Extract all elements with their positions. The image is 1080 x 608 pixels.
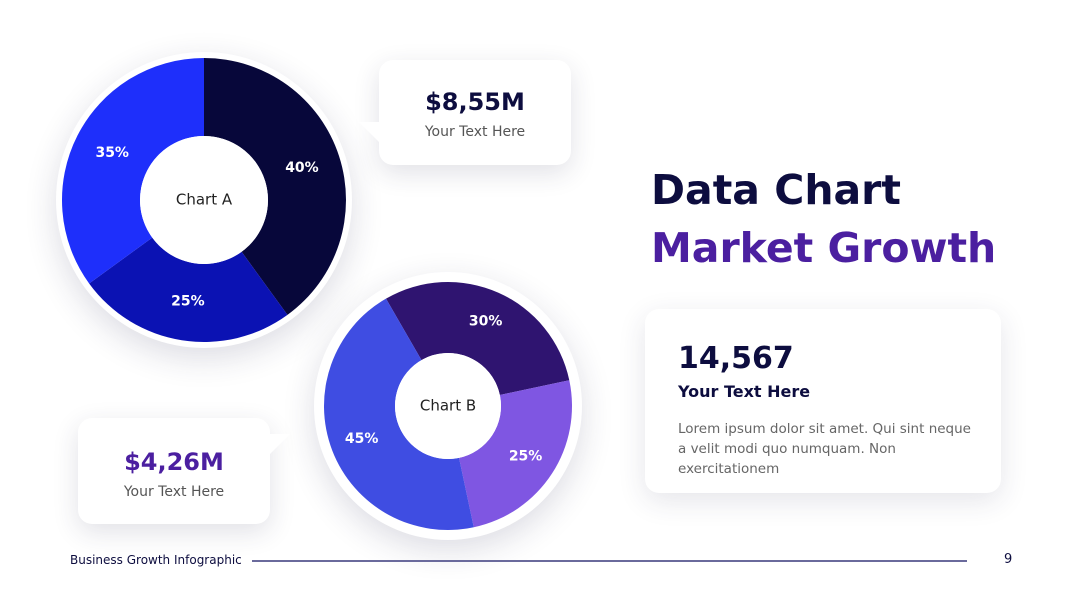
chart-a-center-label: Chart A [176, 191, 233, 209]
chart-b-slice-2 [324, 298, 474, 530]
stat-number: 14,567 [678, 341, 794, 376]
callout-top: $8,55M Your Text Here [359, 60, 571, 165]
footer-divider [252, 560, 967, 562]
chart-b: 30% 25% 45% Chart B [314, 272, 582, 540]
callout-bottom-label: Your Text Here [123, 484, 225, 500]
callout-top-tail [359, 122, 381, 144]
callout-bottom-value: $4,26M [124, 448, 224, 476]
chart-a: 40% 25% 35% Chart A [56, 52, 352, 348]
chart-b-slice-0-label: 30% [469, 313, 503, 329]
chart-b-center-label: Chart B [420, 397, 476, 415]
chart-b-slice-2-label: 45% [345, 431, 379, 447]
page-subtitle: Market Growth [651, 224, 997, 272]
footer-label: Business Growth Infographic [70, 553, 242, 567]
chart-b-slice-0 [386, 282, 570, 395]
callout-bottom-tail [268, 434, 290, 456]
stat-body: Lorem ipsum dolor sit amet. Qui sint neq… [678, 421, 971, 477]
callout-top-label: Your Text Here [424, 124, 526, 140]
chart-a-slice-0-label: 40% [285, 160, 319, 176]
chart-b-slice-1 [459, 380, 572, 528]
chart-a-slice-2-label: 35% [95, 145, 129, 161]
stat-card: 14,567 Your Text Here Lorem ipsum dolor … [645, 309, 1001, 493]
chart-b-svg: 30% 25% 45% Chart B [324, 282, 572, 530]
callout-bottom: $4,26M Your Text Here [78, 418, 290, 524]
callout-top-value: $8,55M [425, 88, 525, 116]
chart-b-hole [395, 353, 501, 459]
chart-a-svg: 40% 25% 35% Chart A [62, 58, 346, 342]
chart-a-slice-1 [89, 237, 288, 342]
chart-a-slice-0 [204, 58, 346, 315]
stat-subtitle: Your Text Here [678, 382, 811, 401]
chart-a-slice-2 [62, 58, 205, 284]
chart-b-slice-1-label: 25% [509, 448, 543, 464]
page-title: Data Chart [651, 166, 902, 214]
chart-a-slice-1-label: 25% [171, 294, 205, 310]
chart-a-hole [140, 136, 268, 264]
page-number: 9 [1004, 552, 1013, 567]
